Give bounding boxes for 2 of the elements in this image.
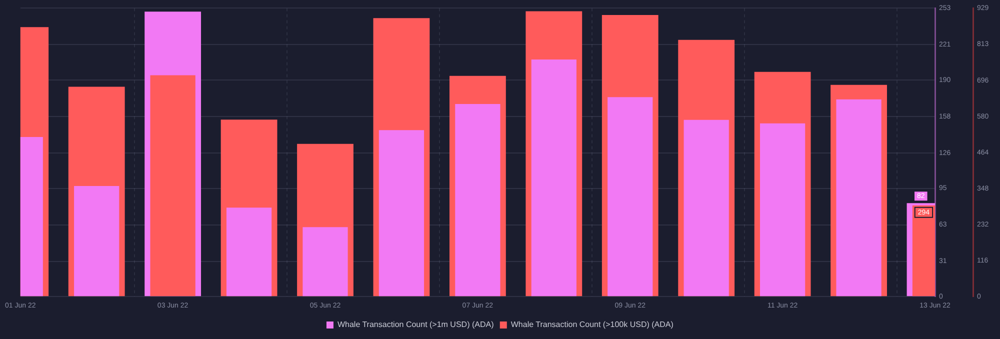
legend-label: Whale Transaction Count (>100k USD) (ADA) — [510, 320, 674, 330]
legend-label: Whale Transaction Count (>1m USD) (ADA) — [337, 320, 494, 330]
